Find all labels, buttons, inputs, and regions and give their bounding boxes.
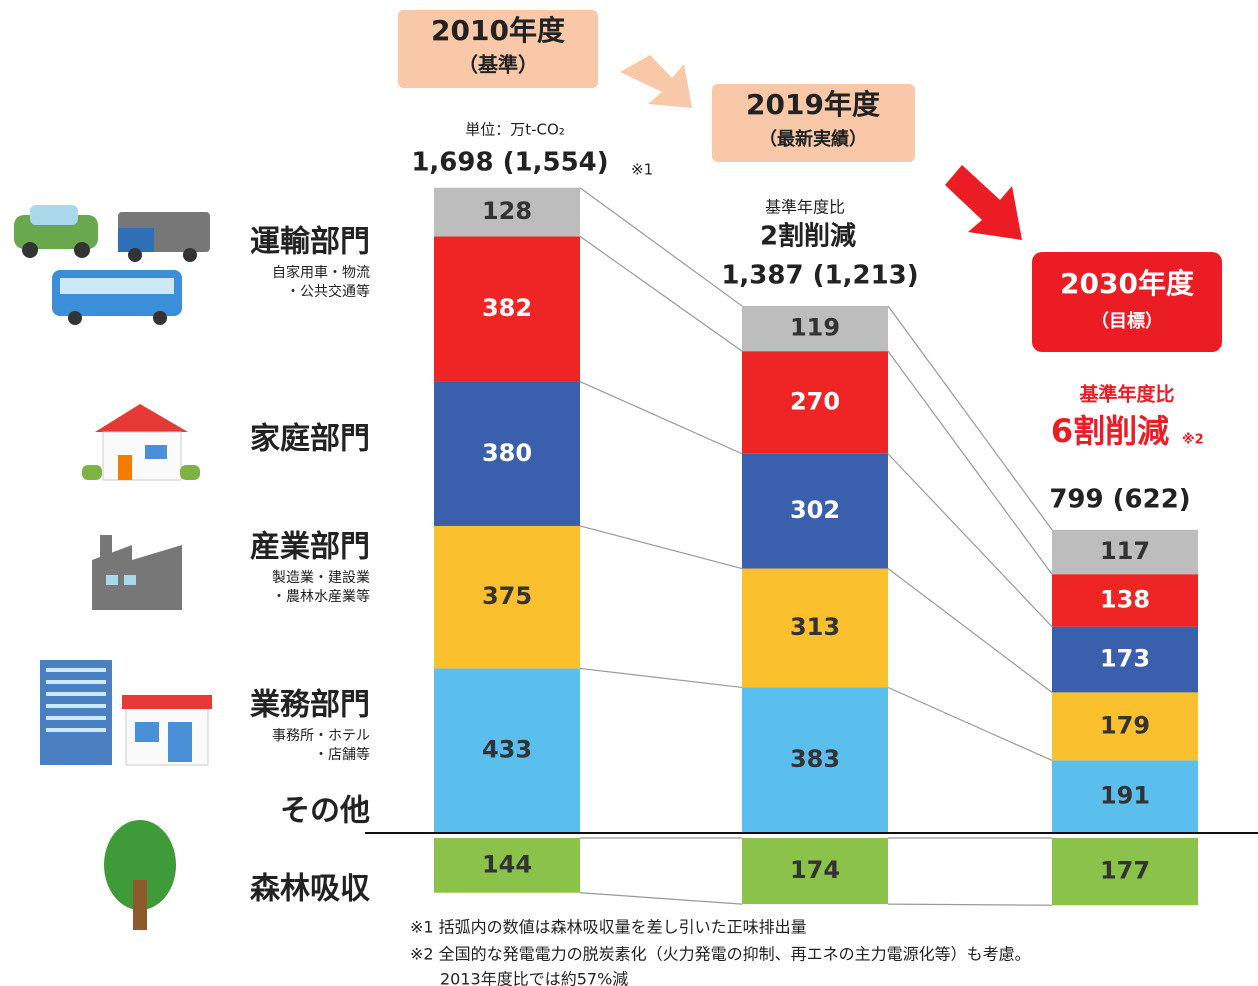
year-note: （目標）: [1091, 310, 1163, 332]
value-label: 119: [790, 314, 840, 342]
footnote: ※2 全国的な発電電力の脱炭素化（火力発電の抑制、再エネの主力電源化等）も考慮。: [410, 945, 1031, 964]
value-label: 117: [1100, 537, 1150, 565]
value-label: 382: [482, 294, 532, 322]
connector: [580, 382, 742, 454]
value-label: 144: [482, 850, 532, 878]
value-label: 383: [790, 745, 840, 773]
series-description: 事務所・ホテル: [272, 728, 370, 744]
house-icon: [82, 404, 200, 480]
connector: [580, 668, 742, 687]
series-name: 産業部門: [250, 530, 370, 565]
year-label: 2030年度: [1060, 267, 1194, 300]
note-mark: ※1: [631, 161, 653, 179]
series-description: 製造業・建設業: [272, 570, 370, 586]
reduction-label: 基準年度比: [765, 198, 845, 217]
value-label: 179: [1100, 711, 1150, 739]
value-label: 138: [1100, 585, 1150, 613]
tree-icon: [104, 820, 176, 930]
series-description: ・農林水産業等: [272, 588, 370, 605]
value-label: 375: [482, 582, 532, 610]
year-note: （最新実績）: [759, 128, 867, 150]
series-name: 家庭部門: [250, 422, 370, 457]
unit-label: 単位：万t-CO₂: [465, 121, 565, 139]
value-label: 174: [790, 856, 840, 884]
connector: [888, 569, 1052, 693]
connector: [580, 188, 742, 306]
total-label: 1,387 (1,213): [721, 261, 918, 291]
value-label: 302: [790, 496, 840, 524]
value-label: 433: [482, 736, 532, 764]
series-description: ・公共交通等: [286, 283, 370, 300]
connector: [580, 893, 742, 904]
reduction-value: 2割削減: [760, 221, 856, 252]
value-label: 313: [790, 613, 840, 641]
note-mark: ※2: [1182, 433, 1204, 448]
chart: 2010年度 （基準） 2019年度 （最新実績） 2030年度 （目標） 単位…: [0, 0, 1258, 986]
arrow: [945, 165, 1022, 240]
series-description: 自家用車・物流: [272, 264, 370, 281]
value-label: 270: [790, 387, 840, 415]
connector: [888, 904, 1052, 905]
series-name: 森林吸収: [250, 872, 371, 907]
footnote: ※1 括弧内の数値は森林吸収量を差し引いた正味排出量: [410, 918, 807, 937]
footnote: 2013年度比では約57%減: [440, 970, 628, 986]
connector: [888, 687, 1052, 760]
arrow: [620, 55, 692, 108]
office-icon: [40, 660, 212, 765]
connector: [580, 236, 742, 351]
series-name: その他: [280, 794, 370, 829]
year-label: 2010年度: [431, 14, 565, 47]
series-name: 運輸部門: [250, 225, 370, 260]
total-label: 1,698 (1,554): [411, 148, 608, 178]
factory-icon: [92, 535, 182, 610]
transport-icon: [14, 205, 210, 325]
series-description: ・店舗等: [314, 746, 370, 763]
connector: [888, 306, 1052, 530]
connector: [580, 526, 742, 569]
value-label: 191: [1100, 782, 1150, 810]
year-note: （基準）: [458, 53, 538, 77]
value-label: 380: [482, 439, 532, 467]
reduction-label: 基準年度比: [1078, 383, 1174, 406]
value-label: 177: [1100, 857, 1150, 885]
total-label: 799 (622): [1049, 485, 1190, 515]
year-label: 2019年度: [746, 88, 880, 121]
value-label: 128: [482, 197, 532, 225]
series-name: 業務部門: [250, 688, 370, 723]
value-label: 173: [1100, 645, 1150, 673]
reduction-value: 6割削減: [1051, 412, 1169, 450]
